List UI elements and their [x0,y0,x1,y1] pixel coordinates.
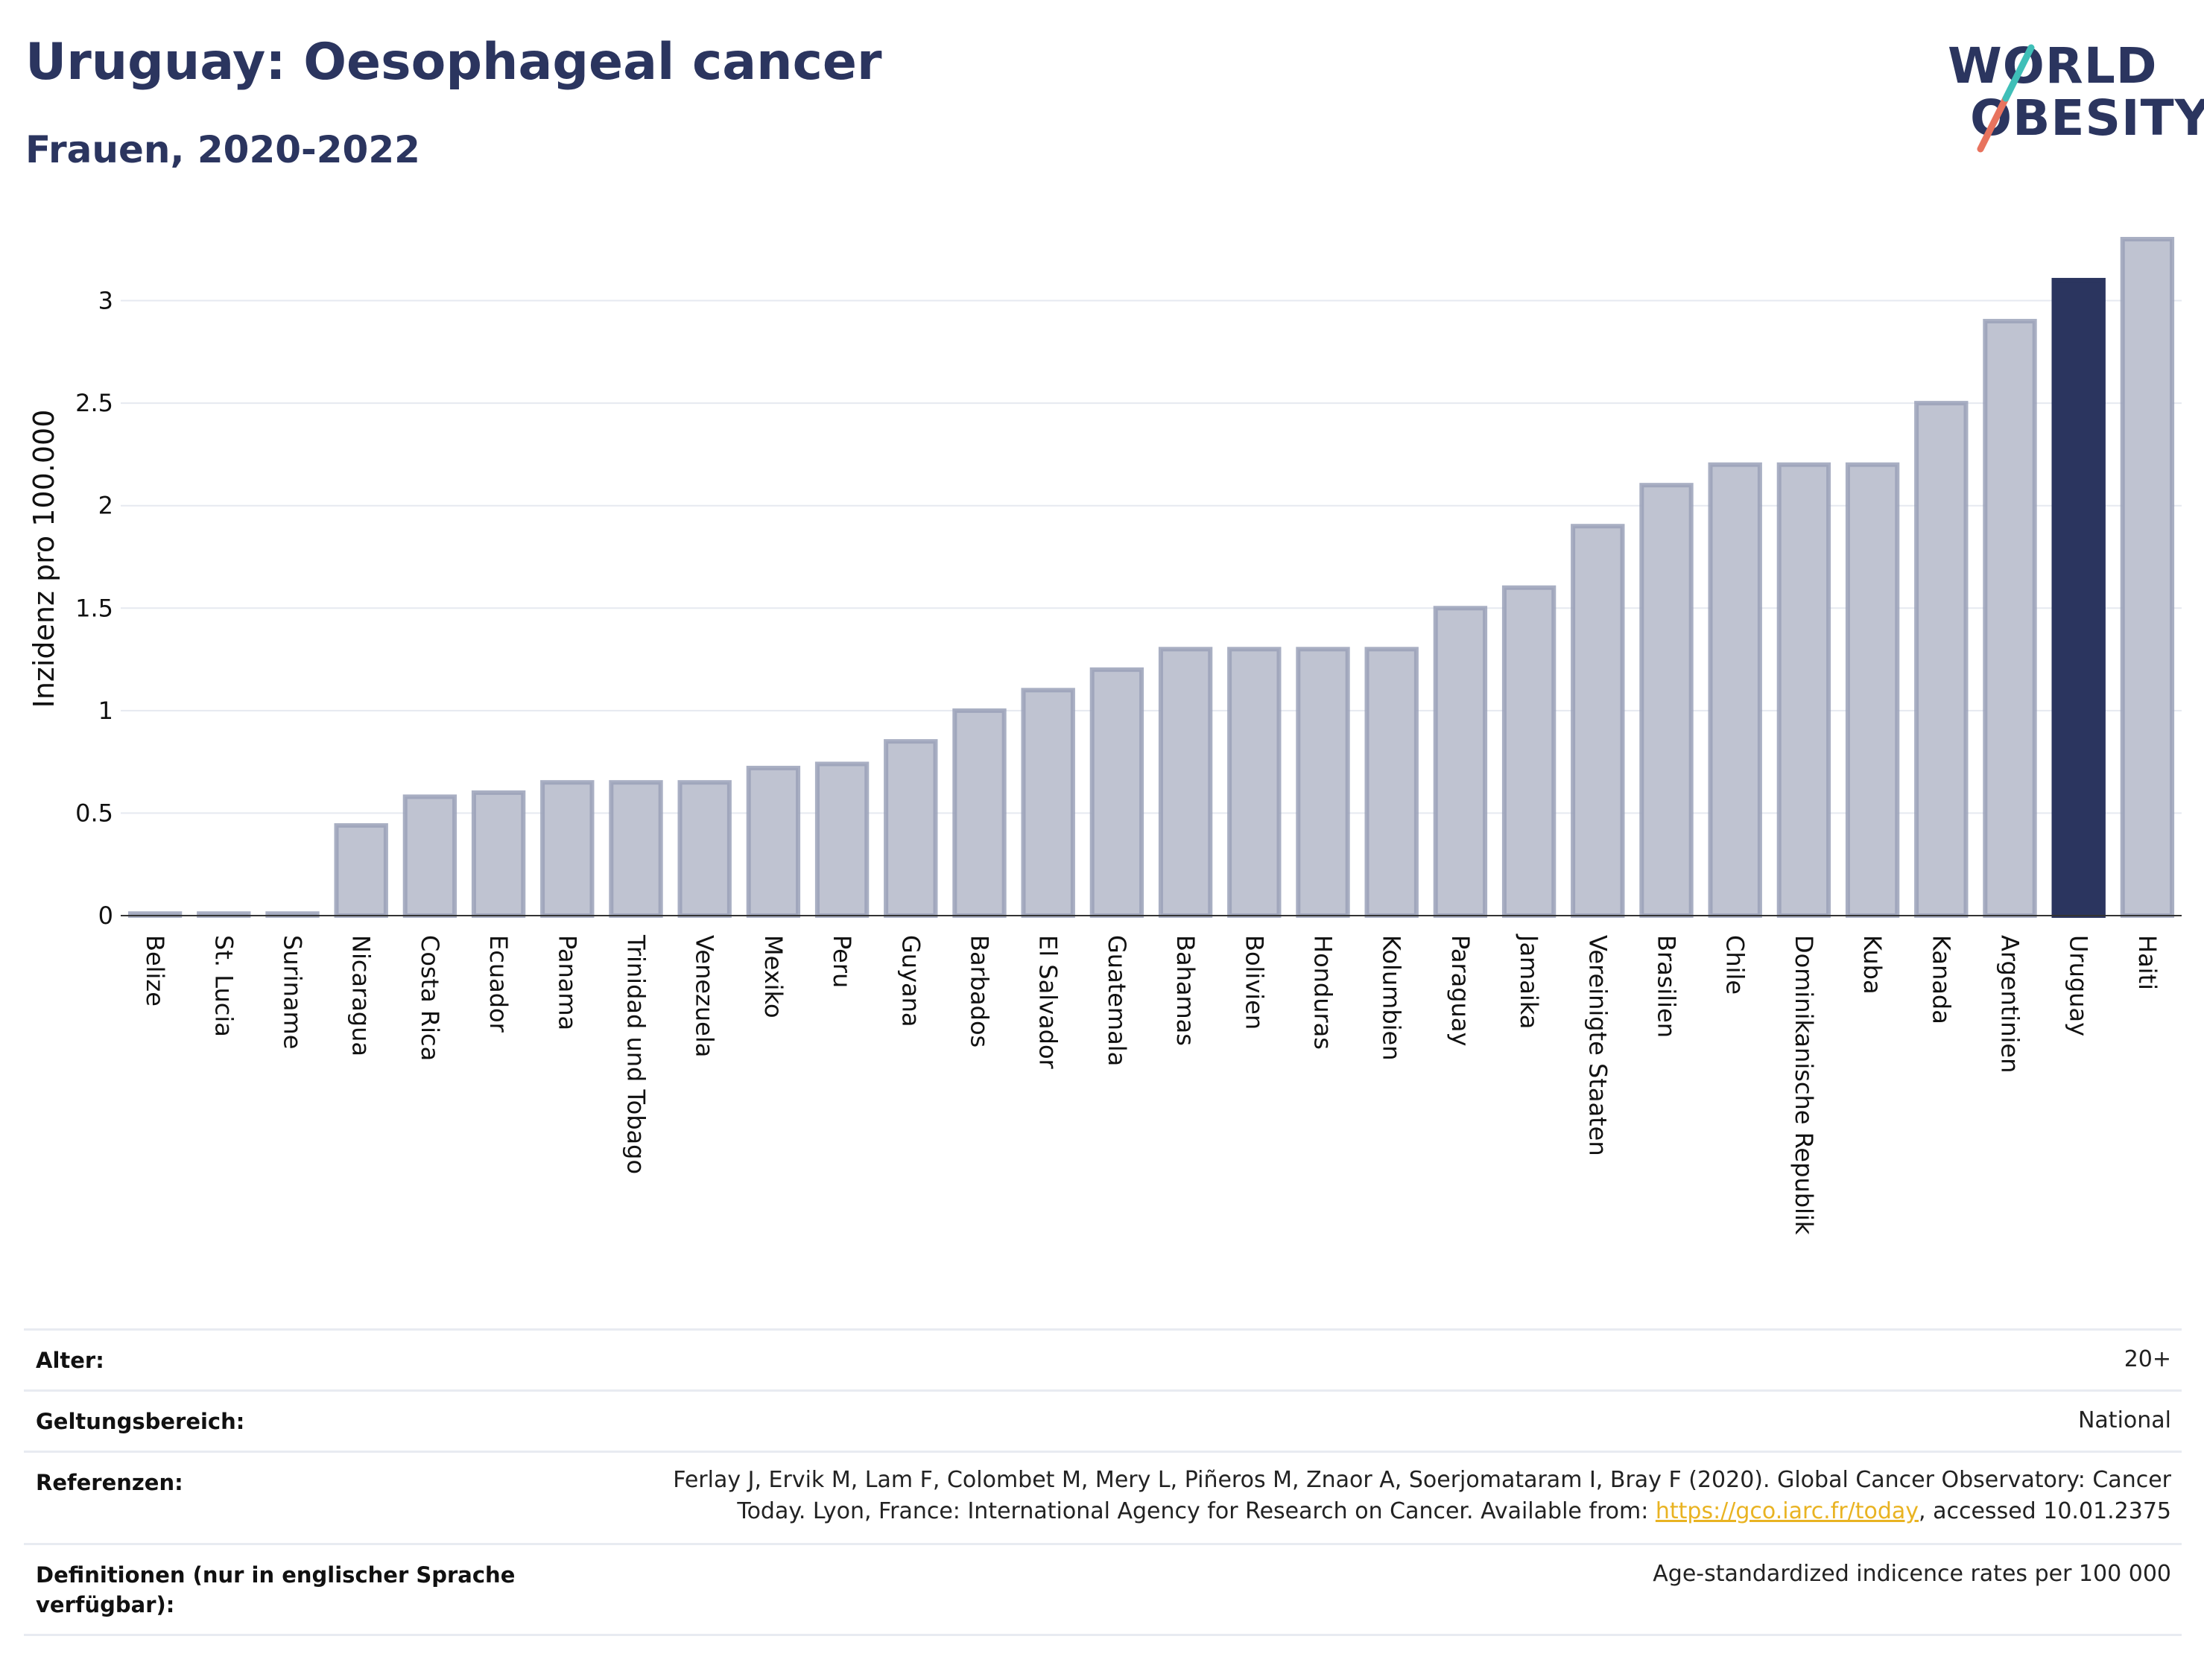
info-row-references: Referenzen: Ferlay J, Ervik M, Lam F, Co… [24,1451,2182,1545]
x-tick-label: Uruguay [2065,935,2093,1036]
x-tick-label: Haiti [2133,935,2162,990]
x-tick-label: Costa Rica [416,935,444,1061]
references-text-a: Today. Lyon, France: International Agenc… [737,1498,1656,1524]
info-row-age: Alter: 20+ [24,1328,2182,1392]
x-tick-label: Paraguay [1446,935,1475,1046]
bar [2120,237,2175,918]
bar [1364,647,1419,918]
x-tick-label: Kuba [1858,935,1887,995]
info-row-definitions: Definitionen (nur in englischer Sprache … [24,1543,2182,1636]
x-tick-label: St. Lucia [209,935,238,1037]
x-tick-label: Ecuador [484,935,513,1033]
x-tick-label: Kanada [1927,935,1955,1024]
bar [1914,401,1969,918]
y-axis-label: Inzidenz pro 100.000 [28,410,60,709]
references-line-1: Ferlay J, Ervik M, Lam F, Colombet M, Me… [673,1467,2171,1493]
x-tick-label: Guyana [896,935,925,1027]
bar [1296,647,1350,918]
x-tick-label: Jamaika [1515,933,1543,1029]
x-tick-label: Dominikanische Republik [1790,935,1818,1235]
definitions-label: Definitionen (nur in englischer Sprache … [36,1560,515,1620]
bar [1433,606,1488,918]
logo-line-1: WORLD [1948,37,2158,95]
definitions-label-line-2: verfügbar): [36,1592,175,1617]
bar [1708,462,1762,918]
y-tick-label: 3 [98,287,113,315]
y-tick-label: 0 [98,901,113,930]
world-obesity-logo[interactable]: WORLD OBESITY [1937,30,2204,164]
y-tick-label: 0.5 [75,799,113,827]
bar [540,780,595,918]
bar [609,780,663,918]
y-tick-label: 2 [98,492,113,520]
bar [334,822,388,919]
references-line-2: Today. Lyon, France: International Agenc… [673,1496,2171,1527]
x-tick-label: Kolumbien [1378,935,1406,1060]
x-tick-label: El Salvador [1034,935,1063,1070]
bar [1501,585,1557,918]
x-tick-label: Honduras [1309,935,1337,1050]
x-tick-label: Chile [1721,935,1749,995]
page-title: Uruguay: Oesophageal cancer [25,33,882,92]
x-tick-label: Peru [828,935,856,988]
bar [1776,462,1831,918]
bar [677,780,732,918]
bar [1227,647,1282,918]
bar [1639,483,1694,918]
x-tick-label: Panama [553,935,581,1030]
references-link[interactable]: https://gco.iarc.fr/today [1655,1498,1919,1524]
logo-slash-icon [1977,44,2035,153]
x-tick-label: Guatemala [1103,935,1131,1066]
age-label: Alter: [36,1348,104,1373]
x-tick-label: Bolivien [1240,935,1268,1030]
y-tick-label: 1.5 [75,594,113,622]
scope-label: Geltungsbereich: [36,1409,245,1434]
x-tick-label: Belize [141,935,169,1007]
references-label: Referenzen: [36,1470,183,1495]
bar-chart: 0 0.5 1 1.5 2 2.5 3 Inzidenz pro 100.000 Belize S… [28,237,2182,1235]
bar [1845,462,1900,918]
info-bottom-divider [24,1634,2182,1636]
bar [814,761,870,919]
bar [1021,688,1075,918]
x-tick-label: Suriname [279,935,307,1049]
bar [746,765,801,918]
x-tick-label: Nicaragua [347,935,376,1056]
x-tick-label: Barbados [966,935,994,1047]
page-subtitle: Frauen, 2020-2022 [25,128,420,171]
references-text-b: , accessed 10.01.2375 [1919,1498,2171,1524]
x-tick-label: Argentinien [1996,935,2024,1073]
y-tick-label: 1 [98,697,113,725]
bar [2051,278,2106,919]
y-tick-label: 2.5 [75,389,113,417]
bar [402,794,457,918]
x-tick-label: Trinidad und Tobago [622,934,650,1174]
x-tick-label: Mexiko [759,935,788,1018]
bar [1089,667,1144,918]
scope-value: National [2077,1407,2171,1433]
info-row-scope: Geltungsbereich: National [24,1389,2182,1453]
bar [952,708,1007,919]
bar [471,790,526,918]
x-tick-label: Bahamas [1171,935,1200,1046]
definitions-label-line-1: Definitionen (nur in englischer Sprache [36,1562,516,1588]
bar [1571,524,1625,918]
references-value: Ferlay J, Ervik M, Lam F, Colombet M, Me… [673,1465,2171,1527]
x-tick-label: Brasilien [1653,935,1681,1038]
bar [1158,647,1213,918]
definitions-value: Age-standardized indicence rates per 100… [1653,1561,2171,1587]
bar [1983,319,2037,918]
age-value: 20+ [2124,1346,2171,1372]
x-tick-label: Venezuela [691,935,719,1057]
x-tick-label: Vereinigte Staaten [1583,935,1612,1156]
bar [884,739,938,918]
